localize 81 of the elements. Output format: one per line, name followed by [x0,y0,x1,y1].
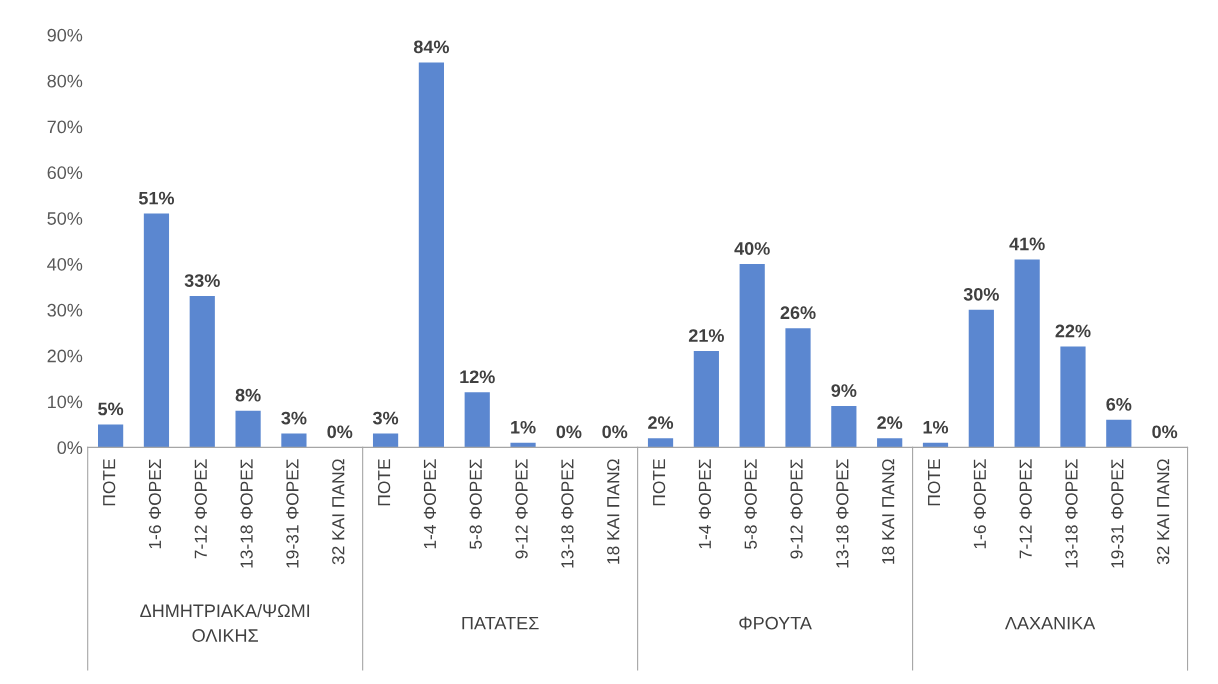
y-tick-label: 0% [57,441,83,455]
data-label: 2% [877,416,903,430]
text: ΦΡΟΥΤΑ [739,616,812,630]
x-tick-label: 1-4 ΦΟΡΕΣ [698,459,712,549]
x-tick-label: 5-8 ΦΟΡΕΣ [744,459,757,549]
bar [510,442,536,448]
x-tick-label: ΠΟΤΕ [102,459,116,506]
data-label: 3% [281,411,307,425]
data-label: 0% [327,425,353,439]
bar [98,424,124,448]
y-tick-label: 70% [47,120,83,134]
y-tick-label: 80% [47,74,83,88]
x-tick-label: 19-31 ΦΟΡΕΣ [286,459,299,568]
data-label: 0% [602,425,628,439]
data-label: 8% [235,388,261,402]
x-tick-label: 13-18 ΦΟΡΕΣ [561,459,574,568]
data-label: 21% [688,329,724,342]
bar [693,351,719,448]
y-tick-label: 50% [47,212,83,225]
data-label: 84% [413,40,449,54]
x-tick-label: 1-4 ΦΟΡΕΣ [423,459,437,549]
x-tick-label: 18 ΚΑΙ ΠΑΝΩ [882,459,895,564]
y-tick-label: 40% [47,257,83,271]
data-label: 12% [460,370,495,384]
bar [1060,346,1086,448]
data-label: 51% [138,191,175,205]
x-tick-label: 5-8 ΦΟΡΕΣ [469,459,482,549]
bar [372,433,399,448]
x-tick-label: 1-6 ΦΟΡΕΣ [973,459,986,549]
text: ΠΑΤΑΤΕΣ [462,616,539,630]
x-tick-label: 9-12 ΦΟΡΕΣ [790,459,803,559]
x-tick-label: 32 ΚΑΙ ΠΑΝΩ [1157,459,1170,565]
x-tick-label: 18 ΚΑΙ ΠΑΝΩ [607,459,620,564]
data-label: 33% [184,274,220,287]
data-label: 0% [1152,425,1178,439]
x-tick-label: ΠΟΤΕ [927,459,941,506]
x-tick-label: 13-18 ΦΟΡΕΣ [240,459,253,568]
data-label: 2% [648,416,674,430]
bar [281,433,307,448]
bar [877,438,903,448]
bar [1106,419,1132,448]
bar [968,309,994,448]
x-tick-label: ΠΟΤΕ [652,459,666,506]
data-label: 40% [734,242,770,255]
bar [647,438,674,448]
data-label: 1% [923,420,949,434]
x-tick-label: 1-6 ΦΟΡΕΣ [148,459,162,549]
x-tick-label: 7-12 ΦΟΡΕΣ [194,459,207,559]
x-tick-label: 7-12 ΦΟΡΕΣ [1019,459,1032,559]
y-tick-label: 20% [47,349,83,363]
bar [1014,259,1040,448]
bar [189,296,215,448]
data-label: 30% [963,287,999,301]
bar [739,264,765,448]
x-tick-label: 13-18 ΦΟΡΕΣ [1065,459,1078,568]
data-label: 1% [511,420,536,434]
y-tick-label: 10% [48,395,83,409]
data-label: 9% [831,384,857,397]
data-label: 5% [98,402,124,416]
x-tick-label: ΠΟΤΕ [377,459,391,506]
data-label: 6% [1106,397,1132,411]
text: ΔΗΜΗΤΡΙΑΚΑ/ΨΩΜΙ ΟΛΙΚΗΣ [140,603,310,642]
bar [785,328,811,448]
y-tick-label: 90% [47,28,83,42]
x-tick-label: 32 ΚΑΙ ΠΑΝΩ [332,459,345,565]
bar [143,213,170,448]
bar [235,410,261,448]
data-label: 0% [556,425,582,439]
y-tick-label: 30% [47,303,83,317]
bar [418,62,444,448]
data-label: 41% [1009,237,1045,251]
bar [464,392,490,448]
x-tick-label: 13-18 ΦΟΡΕΣ [836,459,849,568]
x-tick-label: 9-12 ΦΟΡΕΣ [515,459,528,559]
data-label: 26% [780,306,816,320]
data-label: 3% [372,411,399,425]
x-tick-label: 19-31 ΦΟΡΕΣ [1111,459,1124,568]
y-tick-label: 60% [47,166,83,180]
data-label: 22% [1055,324,1091,338]
text: ΛΑΧΑΝΙΚΑ [1004,616,1096,630]
bar [831,406,857,448]
